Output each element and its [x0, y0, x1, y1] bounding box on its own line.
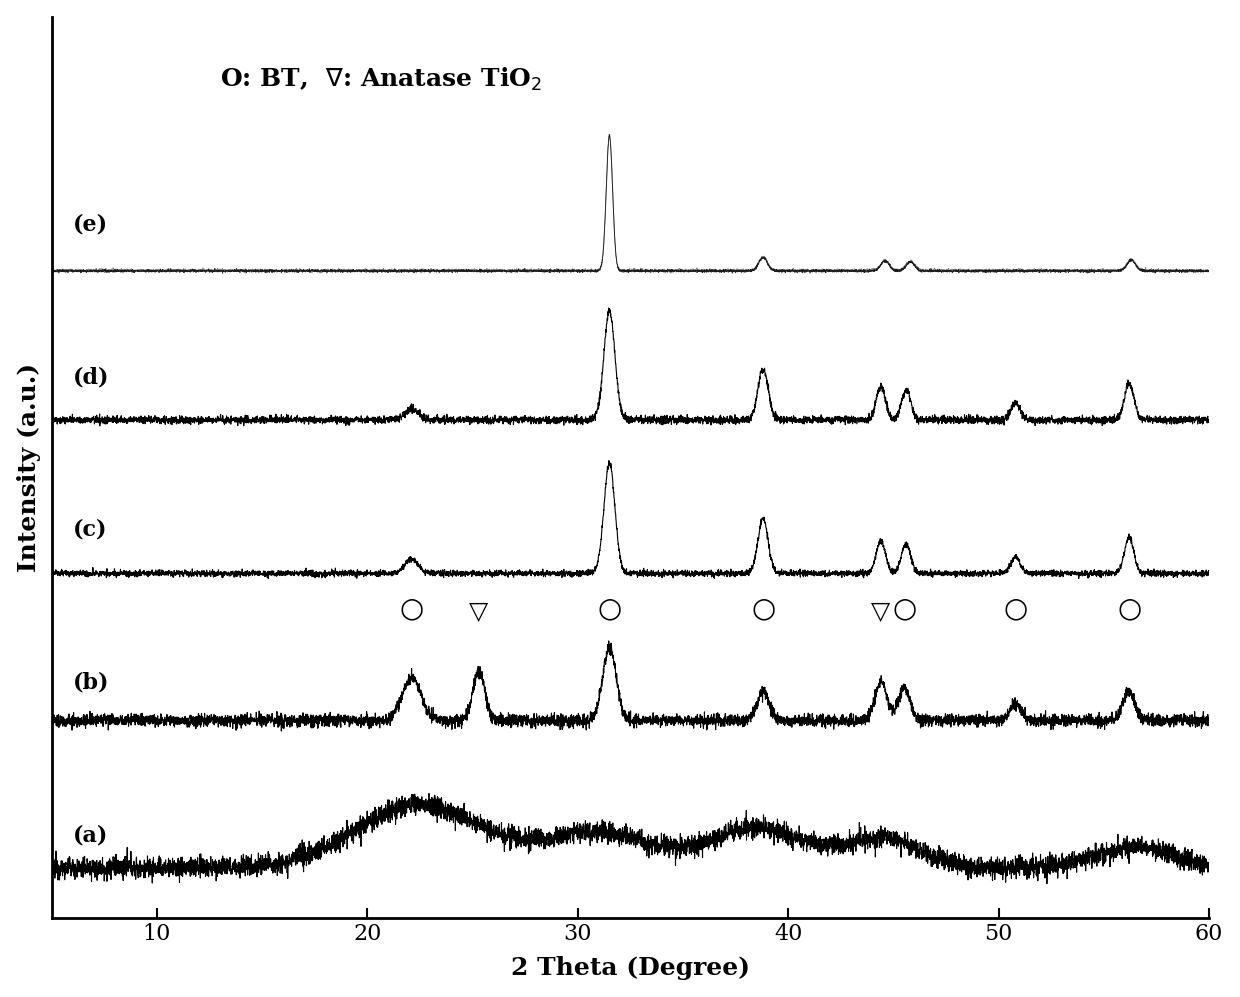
Text: O: BT,  $\nabla$: Anatase TiO$_2$: O: BT, $\nabla$: Anatase TiO$_2$ — [221, 66, 542, 93]
Text: $○$: $○$ — [892, 596, 916, 623]
Text: $○$: $○$ — [598, 596, 621, 623]
Text: $▽$: $▽$ — [469, 600, 490, 623]
Text: (d): (d) — [73, 366, 109, 389]
Text: (e): (e) — [73, 213, 108, 235]
Text: (a): (a) — [73, 825, 108, 846]
Text: $▽$: $▽$ — [870, 600, 892, 623]
Text: (b): (b) — [73, 672, 109, 694]
Text: $○$: $○$ — [1117, 596, 1142, 623]
Y-axis label: Intensity (a.u.): Intensity (a.u.) — [16, 363, 41, 572]
Text: $○$: $○$ — [1003, 596, 1028, 623]
X-axis label: 2 Theta (Degree): 2 Theta (Degree) — [511, 956, 750, 980]
Text: (c): (c) — [73, 519, 108, 541]
Text: $○$: $○$ — [399, 596, 424, 623]
Text: $○$: $○$ — [750, 596, 775, 623]
